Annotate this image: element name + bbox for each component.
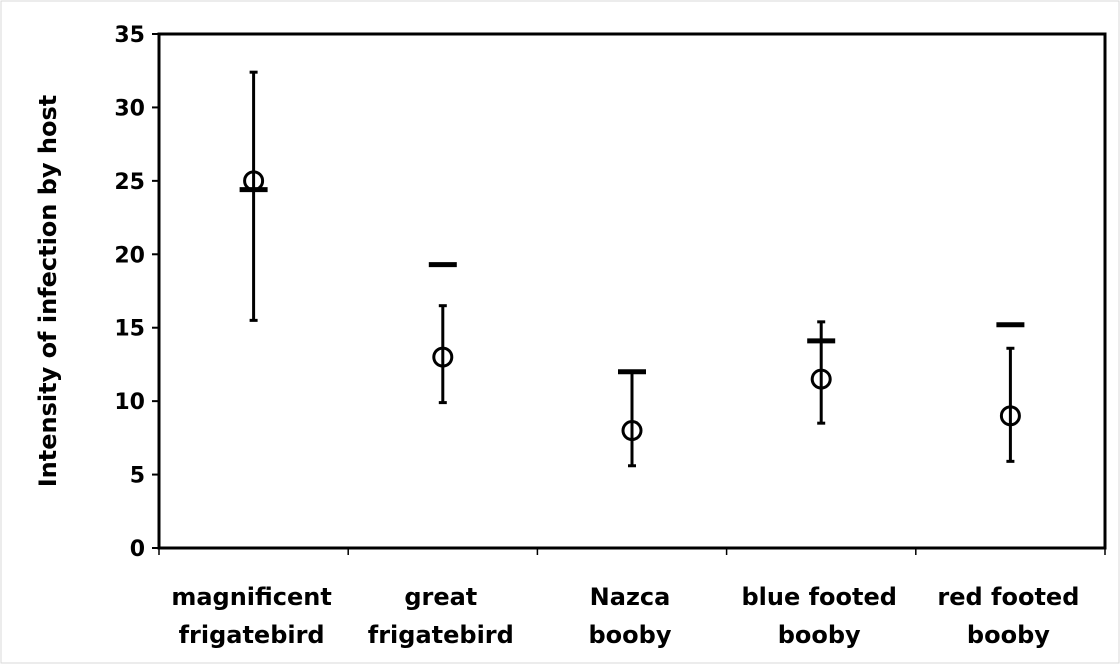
x-category-label: magnificent — [171, 583, 332, 611]
y-tick-label: 35 — [114, 23, 145, 48]
series-circle-markers — [243, 170, 1021, 442]
x-category-label: frigatebird — [179, 621, 325, 649]
error-bars — [249, 70, 1015, 468]
circle-marker — [810, 368, 832, 390]
y-tick-label: 15 — [114, 317, 145, 342]
y-axis: 0 5 10 15 20 25 30 35 — [114, 23, 159, 562]
series-dash-markers — [239, 187, 1025, 375]
y-tick-label: 0 — [130, 537, 145, 562]
circle-marker — [621, 420, 643, 442]
x-category-label: booby — [967, 621, 1050, 649]
x-category-label: booby — [589, 621, 672, 649]
y-tick-label: 30 — [114, 96, 145, 121]
x-category-label: great — [404, 583, 477, 611]
y-tick-label: 25 — [114, 170, 145, 195]
x-category-label: blue footed — [741, 583, 896, 611]
x-axis: magnificent frigatebird great frigatebird Na… — [158, 548, 1106, 649]
circle-marker — [243, 170, 265, 192]
x-category-label: Nazca — [590, 583, 671, 611]
circle-marker — [432, 346, 454, 368]
y-axis-title: Intensity of infection by host — [34, 95, 62, 488]
y-tick-label: 20 — [114, 243, 145, 268]
x-category-label: frigatebird — [368, 621, 514, 649]
circle-marker — [999, 405, 1021, 427]
x-category-label: red footed — [937, 583, 1079, 611]
plot-area — [157, 32, 1107, 550]
x-category-label: booby — [778, 621, 861, 649]
y-tick-label: 10 — [114, 390, 145, 415]
y-tick-label: 5 — [130, 464, 145, 489]
